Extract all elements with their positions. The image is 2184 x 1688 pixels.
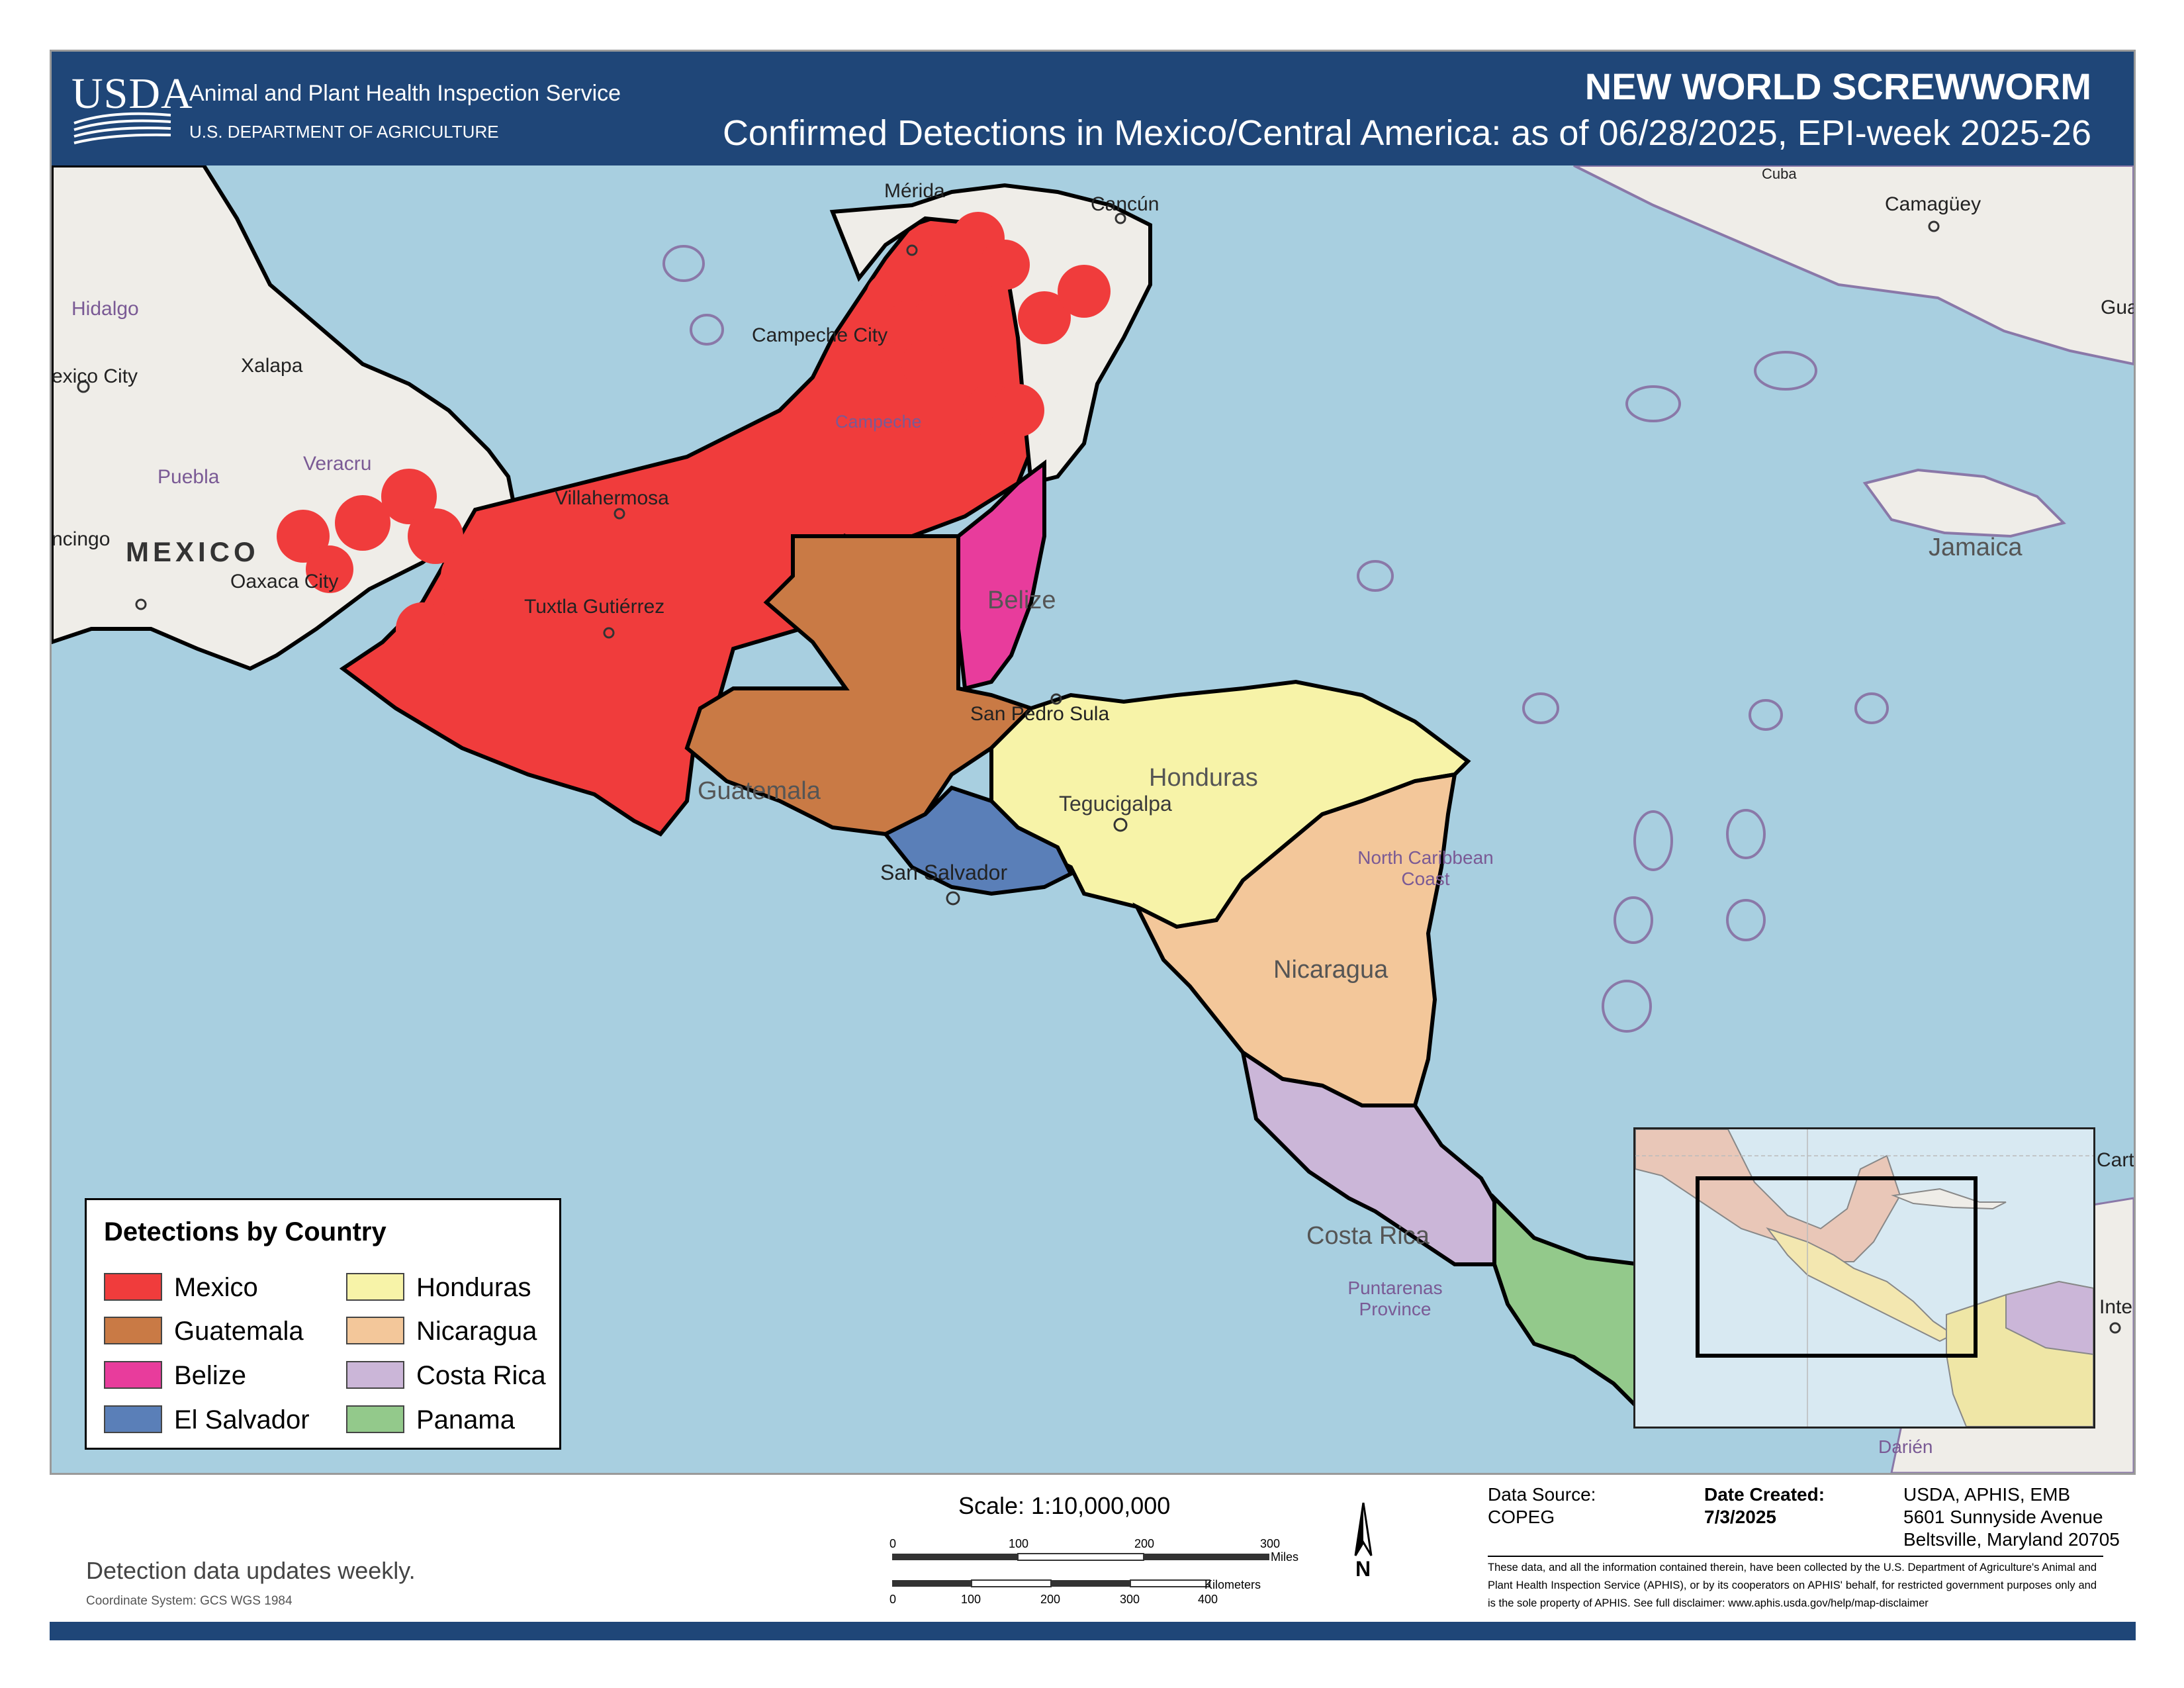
scale-km-0: 0 — [889, 1593, 897, 1606]
el-salvador-region — [882, 785, 1074, 896]
legend-label: Nicaragua — [416, 1317, 537, 1346]
data-source-value: COPEG — [1488, 1507, 1555, 1527]
north-label: N — [1355, 1557, 1371, 1581]
agency-name: Animal and Plant Health Inspection Servi… — [189, 81, 621, 106]
usda-hills-icon — [73, 112, 171, 144]
address-line-1: USDA, APHIS, EMB — [1903, 1484, 2071, 1505]
label-camaguey: Camagüey — [1885, 193, 1981, 215]
label-san-salvador: San Salvador — [880, 861, 1008, 884]
footer-divider — [1488, 1556, 2103, 1557]
map-title: NEW WORLD SCREWWORM — [1584, 66, 2091, 107]
jamaica-landmass — [1862, 468, 2066, 538]
label-mexico-country: MEXICO — [126, 536, 259, 567]
scale-mile-100: 100 — [1009, 1537, 1029, 1550]
label-chilpancingo: ncingo — [52, 528, 111, 550]
scale-mile-300: 300 — [1260, 1537, 1281, 1550]
label-guatemala: Guatemala — [698, 777, 821, 805]
scale-km-200: 200 — [1040, 1593, 1061, 1606]
label-carta: Carta — [2097, 1149, 2134, 1171]
belize-region — [956, 459, 1046, 691]
legend-title: Detections by Country — [104, 1217, 387, 1246]
scale-km-300: 300 — [1120, 1593, 1140, 1606]
scale-mile-0: 0 — [889, 1537, 897, 1550]
address-line-2: 5601 Sunnyside Avenue — [1903, 1507, 2103, 1527]
label-hidalgo: Hidalgo — [71, 298, 139, 320]
label-honduras: Honduras — [1149, 764, 1258, 792]
label-belize: Belize — [987, 586, 1056, 614]
label-oaxaca-city: Oaxaca City — [230, 571, 339, 592]
legend-swatch — [346, 1273, 404, 1301]
yucatan-landmass — [829, 183, 1152, 486]
date-created-label: Date Created: — [1704, 1484, 1825, 1505]
map-legend: Detections by Country Mexico Guatemala B… — [85, 1198, 561, 1450]
label-tegucigalpa: Tegucigalpa — [1059, 792, 1172, 816]
legend-swatch — [346, 1361, 404, 1389]
header-banner: USDA Animal and Plant Health Inspection … — [52, 52, 2134, 165]
coordinate-system: Coordinate System: GCS WGS 1984 — [86, 1594, 293, 1608]
usda-logo: USDA — [71, 69, 193, 148]
label-nicaragua: Nicaragua — [1273, 956, 1388, 984]
legend-label: Mexico — [174, 1273, 258, 1302]
label-jamaica: Jamaica — [1929, 534, 2023, 561]
inset-overview-map — [1633, 1127, 2095, 1429]
legend-label: Costa Rica — [416, 1361, 546, 1390]
label-merida: Mérida — [884, 180, 945, 202]
scale-bar — [892, 1553, 1269, 1587]
legend-swatch — [346, 1405, 404, 1433]
label-puebla: Puebla — [158, 466, 220, 488]
scale-label: Scale: 1:10,000,000 — [958, 1492, 1171, 1519]
label-tuxtla: Tuxtla Gutiérrez — [524, 596, 665, 618]
cuba-landmass — [1573, 165, 2134, 366]
label-cancun: Cancún — [1091, 193, 1160, 215]
legend-label: Guatemala — [174, 1317, 304, 1346]
city-markers — [77, 212, 2121, 1334]
agency-department: U.S. DEPARTMENT OF AGRICULTURE — [189, 122, 499, 142]
scale-km-100: 100 — [961, 1593, 981, 1606]
label-villahermosa: Villahermosa — [555, 487, 669, 509]
detection-circles — [277, 212, 1111, 655]
nicaragua-region — [1132, 772, 1457, 1107]
label-north-caribbean-coast: North Caribbean Coast — [1357, 847, 1494, 889]
legend-label: Honduras — [416, 1273, 531, 1302]
label-inte: Inte — [2099, 1296, 2133, 1318]
label-san-pedro-sula: San Pedro Sula — [970, 703, 1110, 725]
address-line-3: Beltsville, Maryland 20705 — [1903, 1529, 2120, 1550]
label-cuba: Cuba — [1762, 165, 1797, 182]
north-arrow-icon — [1354, 1503, 1373, 1556]
scale-mile-200: 200 — [1134, 1537, 1155, 1550]
legend-swatch — [346, 1317, 404, 1344]
label-xalapa: Xalapa — [241, 355, 303, 377]
label-mexico-city: exico City — [52, 365, 138, 387]
label-veracruz: Veracru — [303, 453, 372, 475]
label-gua: Gua — [2101, 297, 2134, 318]
date-created-value: 7/3/2025 — [1704, 1507, 1776, 1527]
data-source-label: Data Source: — [1488, 1484, 1596, 1505]
scale-km-unit: Kilometers — [1205, 1578, 1261, 1591]
legend-label: Belize — [174, 1361, 246, 1390]
label-darien: Darién — [1878, 1436, 1933, 1457]
small-islands — [662, 245, 1889, 1033]
disclaimer-text: These data, and all the information cont… — [1488, 1562, 2097, 1609]
legend-swatch — [104, 1273, 162, 1301]
scale-miles-unit: Miles — [1271, 1550, 1299, 1564]
legend-swatch — [104, 1405, 162, 1433]
update-note: Detection data updates weekly. — [86, 1557, 416, 1584]
legend-swatch — [104, 1317, 162, 1344]
label-puntarenas: Puntarenas Province — [1347, 1278, 1443, 1319]
scale-km-400: 400 — [1198, 1593, 1218, 1606]
legend-label: Panama — [416, 1405, 515, 1434]
legend-label: El Salvador — [174, 1405, 310, 1434]
bottom-bar — [50, 1622, 2136, 1640]
inset-map-graphic — [1635, 1129, 2093, 1427]
usda-logo-text: USDA — [71, 70, 193, 118]
map-frame — [50, 50, 2136, 1475]
label-costa-rica: Costa Rica — [1306, 1222, 1430, 1250]
label-campeche: Campeche — [835, 412, 922, 432]
guatemala-region — [684, 534, 1035, 837]
legend-swatch — [104, 1361, 162, 1389]
label-campeche-city: Campeche City — [752, 324, 888, 346]
mexico-detection-region — [339, 210, 1047, 837]
map-subtitle: Confirmed Detections in Mexico/Central A… — [722, 113, 2091, 153]
